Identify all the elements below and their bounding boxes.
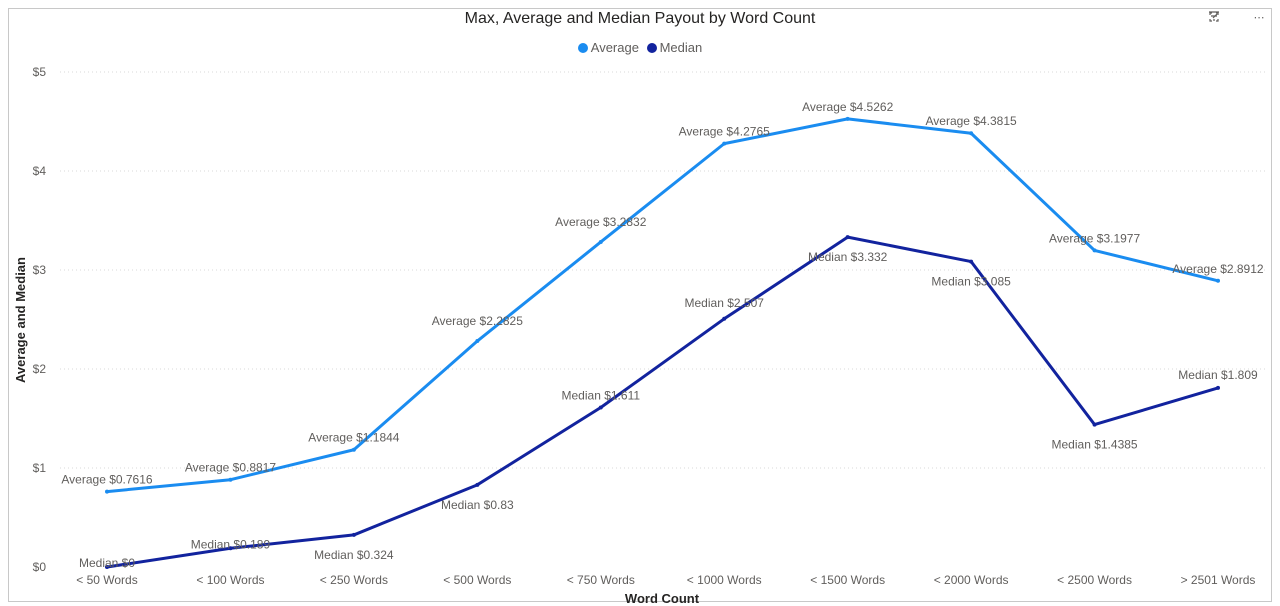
legend-label-average: Average: [590, 40, 639, 55]
x-tick-label: < 500 Words: [443, 573, 511, 587]
y-tick-label: $0: [33, 560, 47, 574]
x-tick-label: < 2000 Words: [934, 573, 1009, 587]
data-point-median[interactable]: [1092, 422, 1097, 427]
data-point-average[interactable]: [1092, 248, 1097, 253]
data-point-median[interactable]: [598, 405, 603, 410]
data-point-average[interactable]: [845, 116, 850, 121]
x-tick-label: < 1000 Words: [687, 573, 762, 587]
data-label-median: Median $1.809: [1178, 368, 1258, 382]
data-label-average: Average $4.5262: [802, 100, 894, 114]
x-tick-label: > 2501 Words: [1181, 573, 1256, 587]
x-tick-label: < 750 Words: [567, 573, 635, 587]
data-label-median: Median $1.611: [562, 389, 641, 403]
data-label-median: Median $0.83: [441, 498, 514, 512]
data-label-average: Average $3.1977: [1049, 231, 1141, 245]
x-axis-title: Word Count: [625, 591, 700, 606]
data-point-average[interactable]: [969, 131, 974, 136]
data-point-median[interactable]: [845, 235, 850, 240]
more-options-icon[interactable]: ⋯: [1253, 12, 1265, 24]
data-point-median[interactable]: [228, 546, 233, 551]
data-label-average: Average $1.1844: [308, 431, 400, 445]
data-point-average[interactable]: [1216, 278, 1220, 283]
data-label-average: Average $4.2765: [679, 125, 771, 139]
data-point-median[interactable]: [969, 259, 974, 264]
data-label-average: Average $2.2825: [432, 314, 524, 328]
data-point-median[interactable]: [722, 316, 727, 321]
series-line-average[interactable]: [106, 117, 1219, 494]
visual-frame: [8, 8, 1272, 602]
data-point-median[interactable]: [105, 565, 109, 569]
data-point-average[interactable]: [598, 239, 603, 244]
legend-label-median: Median: [659, 40, 703, 55]
data-label-median: Median $0.189: [191, 537, 271, 551]
filter-icon[interactable]: [1208, 11, 1222, 24]
y-tick-label: $5: [33, 65, 47, 79]
legend: Average Median: [0, 40, 1280, 56]
x-tick-label: < 1500 Words: [810, 573, 885, 587]
data-label-median: Median $0: [79, 556, 135, 570]
visual-toolbar: ⋯: [1208, 11, 1266, 24]
data-point-average[interactable]: [105, 489, 109, 494]
y-tick-label: $4: [33, 164, 47, 178]
data-point-median[interactable]: [475, 482, 480, 487]
data-label-median: Median $2.507: [685, 296, 765, 310]
data-point-average[interactable]: [351, 447, 356, 452]
x-tick-label: < 250 Words: [320, 573, 388, 587]
data-point-median[interactable]: [1216, 385, 1220, 390]
data-label-median: Median $3.085: [931, 275, 1011, 289]
data-point-average[interactable]: [722, 141, 727, 146]
legend-item-average[interactable]: Average: [577, 40, 639, 55]
data-label-average: Average $0.7616: [61, 473, 153, 487]
data-label-median: Median $1.4385: [1052, 438, 1138, 452]
data-label-median: Median $0.324: [314, 548, 394, 562]
data-label-median: Median $3.332: [808, 250, 888, 264]
legend-dot-average: [577, 42, 588, 53]
x-tick-label: < 2500 Words: [1057, 573, 1132, 587]
data-point-average[interactable]: [475, 339, 480, 344]
y-axis-title: Average and Median: [13, 257, 28, 383]
data-label-average: Average $3.2832: [555, 215, 647, 229]
legend-dot-median: [646, 42, 657, 53]
y-tick-label: $2: [33, 362, 47, 376]
y-tick-label: $3: [33, 263, 47, 277]
data-point-average[interactable]: [228, 477, 233, 482]
data-label-average: Average $0.8817: [185, 461, 277, 475]
y-tick-label: $1: [33, 461, 47, 475]
chart-title: Max, Average and Median Payout by Word C…: [464, 10, 816, 27]
data-label-average: Average $4.3815: [926, 114, 1018, 128]
series-line-median[interactable]: [106, 235, 1219, 569]
legend-item-median[interactable]: Median: [646, 40, 703, 55]
data-point-median[interactable]: [351, 532, 356, 537]
x-tick-label: < 100 Words: [196, 573, 264, 587]
x-tick-label: < 50 Words: [76, 573, 137, 587]
data-label-average: Average $2.8912: [1172, 262, 1264, 276]
focus-mode-icon[interactable]: [1209, 11, 1244, 24]
